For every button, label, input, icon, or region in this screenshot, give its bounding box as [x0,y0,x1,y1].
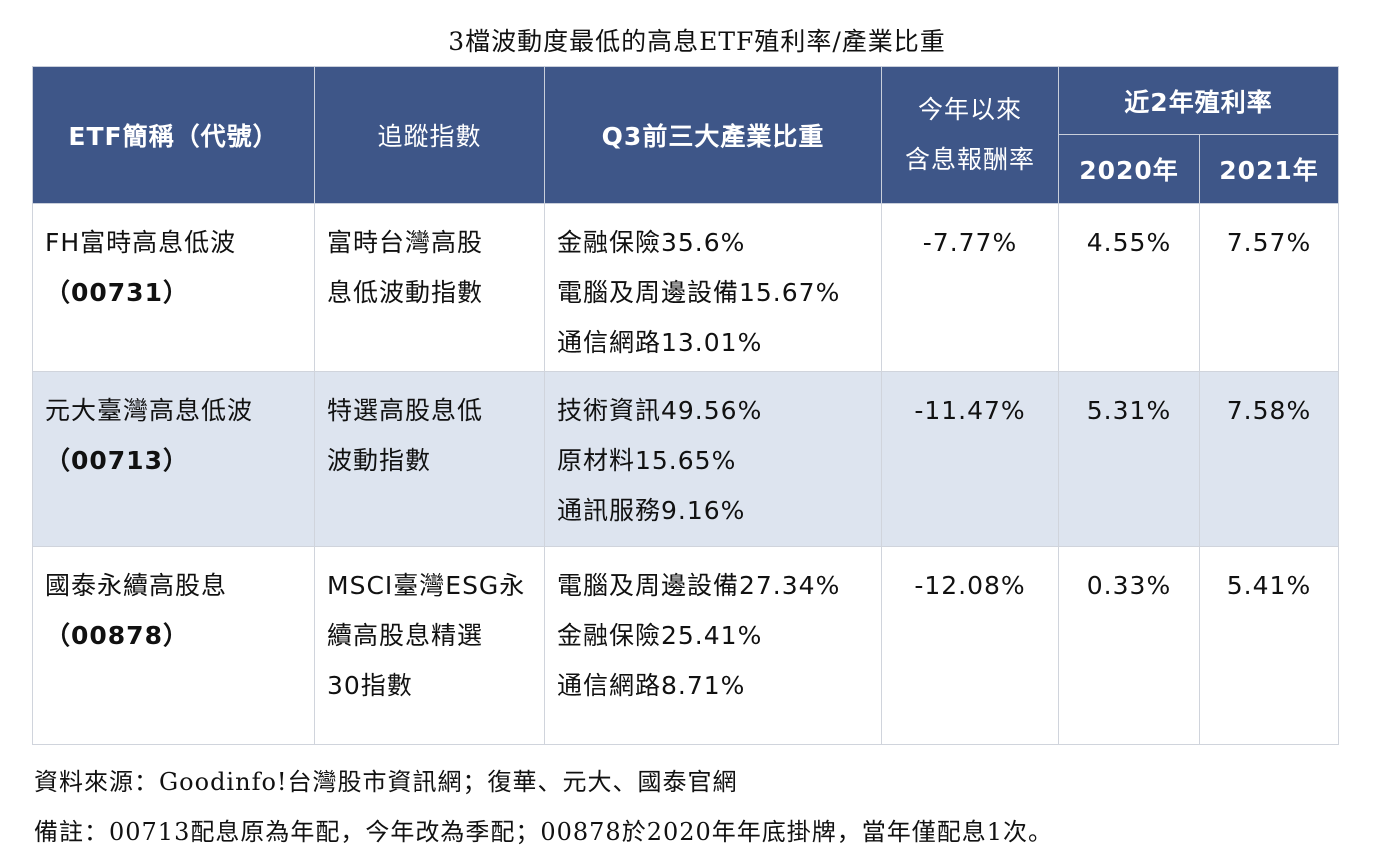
etf-comparison-table: ETF簡稱（代號） 追蹤指數 Q3前三大產業比重 今年以來 含息報酬率 近2年殖… [32,66,1339,745]
industry-item: 電腦及周邊設備27.34% [557,571,841,600]
etf-name: 國泰永續高股息 [45,571,228,600]
header-ytd-line1: 今年以來 [917,95,1022,124]
header-industry: Q3前三大產業比重 [544,66,882,204]
header-ytd-line2: 含息報酬率 [904,145,1035,174]
header-row-top: ETF簡稱（代號） 追蹤指數 Q3前三大產業比重 今年以來 含息報酬率 近2年殖… [32,66,1339,204]
header-2021: 2021年 [1199,134,1339,204]
index-line: 特選高股息低 [327,396,484,425]
industry-item: 技術資訊49.56% [557,396,763,425]
yield-2021-cell: 5.41% [1199,546,1339,745]
table-row: 元大臺灣高息低波 （00713） 特選高股息低 波動指數 技術資訊49.56% … [32,371,1339,547]
ytd-return-cell: -12.08% [881,546,1059,745]
industry-item: 金融保險25.41% [557,621,763,650]
index-line: 波動指數 [327,446,432,475]
etf-code: （00878） [45,621,189,650]
yield-2020-cell: 4.55% [1058,203,1200,372]
index-line: 續高股息精選 [327,621,484,650]
header-yield-group: 近2年殖利率 [1058,66,1339,135]
index-cell: 富時台灣高股 息低波動指數 [314,203,545,372]
yield-2021-cell: 7.58% [1199,371,1339,547]
etf-code: （00731） [45,278,189,307]
table-row: FH富時高息低波 （00731） 富時台灣高股 息低波動指數 金融保險35.6%… [32,203,1339,372]
industry-cell: 電腦及周邊設備27.34% 金融保險25.41% 通信網路8.71% [544,546,882,745]
yield-2021-cell: 7.57% [1199,203,1339,372]
industry-item: 通信網路13.01% [557,328,763,357]
header-2020: 2020年 [1058,134,1200,204]
yield-2020-cell: 5.31% [1058,371,1200,547]
industry-item: 通訊服務9.16% [557,496,746,525]
index-line: MSCI臺灣ESG永 [327,571,526,600]
table-title: 3檔波動度最低的高息ETF殖利率/產業比重 [448,27,946,56]
industry-cell: 金融保險35.6% 電腦及周邊設備15.67% 通信網路13.01% [544,203,882,372]
header-ytd-return: 今年以來 含息報酬率 [881,66,1059,204]
etf-name-cell: 國泰永續高股息 （00878） [32,546,315,745]
index-line: 30指數 [327,671,413,700]
industry-item: 電腦及周邊設備15.67% [557,278,841,307]
header-row-bottom: 2020年 2021年 [33,134,1339,204]
etf-name: 元大臺灣高息低波 [45,396,254,425]
industry-item: 金融保險35.6% [557,228,746,257]
data-source-note: 資料來源：Goodinfo!台灣股市資訊網；復華、元大、國泰官網 [34,768,738,796]
industry-item: 通信網路8.71% [557,671,746,700]
industry-cell: 技術資訊49.56% 原材料15.65% 通訊服務9.16% [544,371,882,547]
etf-name-cell: FH富時高息低波 （00731） [32,203,315,372]
industry-item: 原材料15.65% [557,446,737,475]
etf-name: FH富時高息低波 [45,228,237,257]
header-etf-name: ETF簡稱（代號） [32,66,315,204]
index-line: 息低波動指數 [327,278,484,307]
index-line: 富時台灣高股 [327,228,484,257]
etf-name-cell: 元大臺灣高息低波 （00713） [32,371,315,547]
ytd-return-cell: -11.47% [881,371,1059,547]
yield-2020-cell: 0.33% [1058,546,1200,745]
remark-note: 備註：00713配息原為年配，今年改為季配；00878於2020年年底掛牌，當年… [34,818,1054,846]
etf-code: （00713） [45,446,189,475]
index-cell: MSCI臺灣ESG永 續高股息精選 30指數 [314,546,545,745]
ytd-return-cell: -7.77% [881,203,1059,372]
table-row: 國泰永續高股息 （00878） MSCI臺灣ESG永 續高股息精選 30指數 電… [32,546,1339,745]
header-index: 追蹤指數 [314,66,545,204]
index-cell: 特選高股息低 波動指數 [314,371,545,547]
